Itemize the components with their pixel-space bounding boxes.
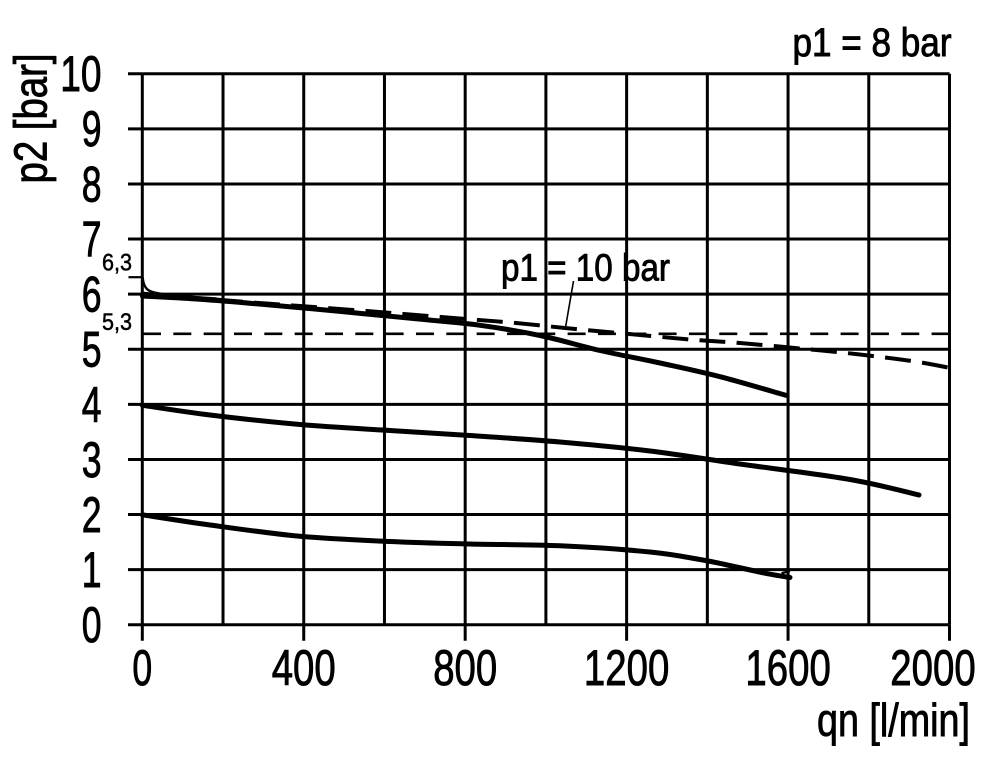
svg-text:p1 = 10 bar: p1 = 10 bar [501, 248, 670, 290]
svg-text:p2 [bar]: p2 [bar] [5, 54, 57, 184]
svg-text:p1 = 8 bar: p1 = 8 bar [793, 21, 952, 65]
svg-text:2: 2 [82, 487, 102, 543]
svg-text:8: 8 [82, 156, 102, 212]
svg-text:0: 0 [132, 640, 152, 696]
svg-text:7: 7 [82, 211, 102, 267]
svg-text:400: 400 [272, 640, 336, 696]
svg-text:4: 4 [82, 377, 102, 433]
svg-text:5,3: 5,3 [102, 309, 132, 336]
svg-text:1: 1 [82, 542, 102, 598]
svg-text:10: 10 [60, 46, 101, 102]
svg-text:800: 800 [433, 640, 497, 696]
svg-text:1600: 1600 [745, 640, 830, 696]
svg-text:1200: 1200 [584, 640, 669, 696]
svg-text:3: 3 [82, 432, 102, 488]
svg-text:6,3: 6,3 [102, 249, 132, 276]
svg-text:0: 0 [82, 597, 102, 653]
svg-text:qn [l/min]: qn [l/min] [817, 694, 970, 746]
svg-text:2000: 2000 [890, 640, 975, 696]
svg-text:6: 6 [82, 267, 102, 323]
svg-text:9: 9 [82, 101, 102, 157]
svg-text:5: 5 [82, 322, 102, 378]
